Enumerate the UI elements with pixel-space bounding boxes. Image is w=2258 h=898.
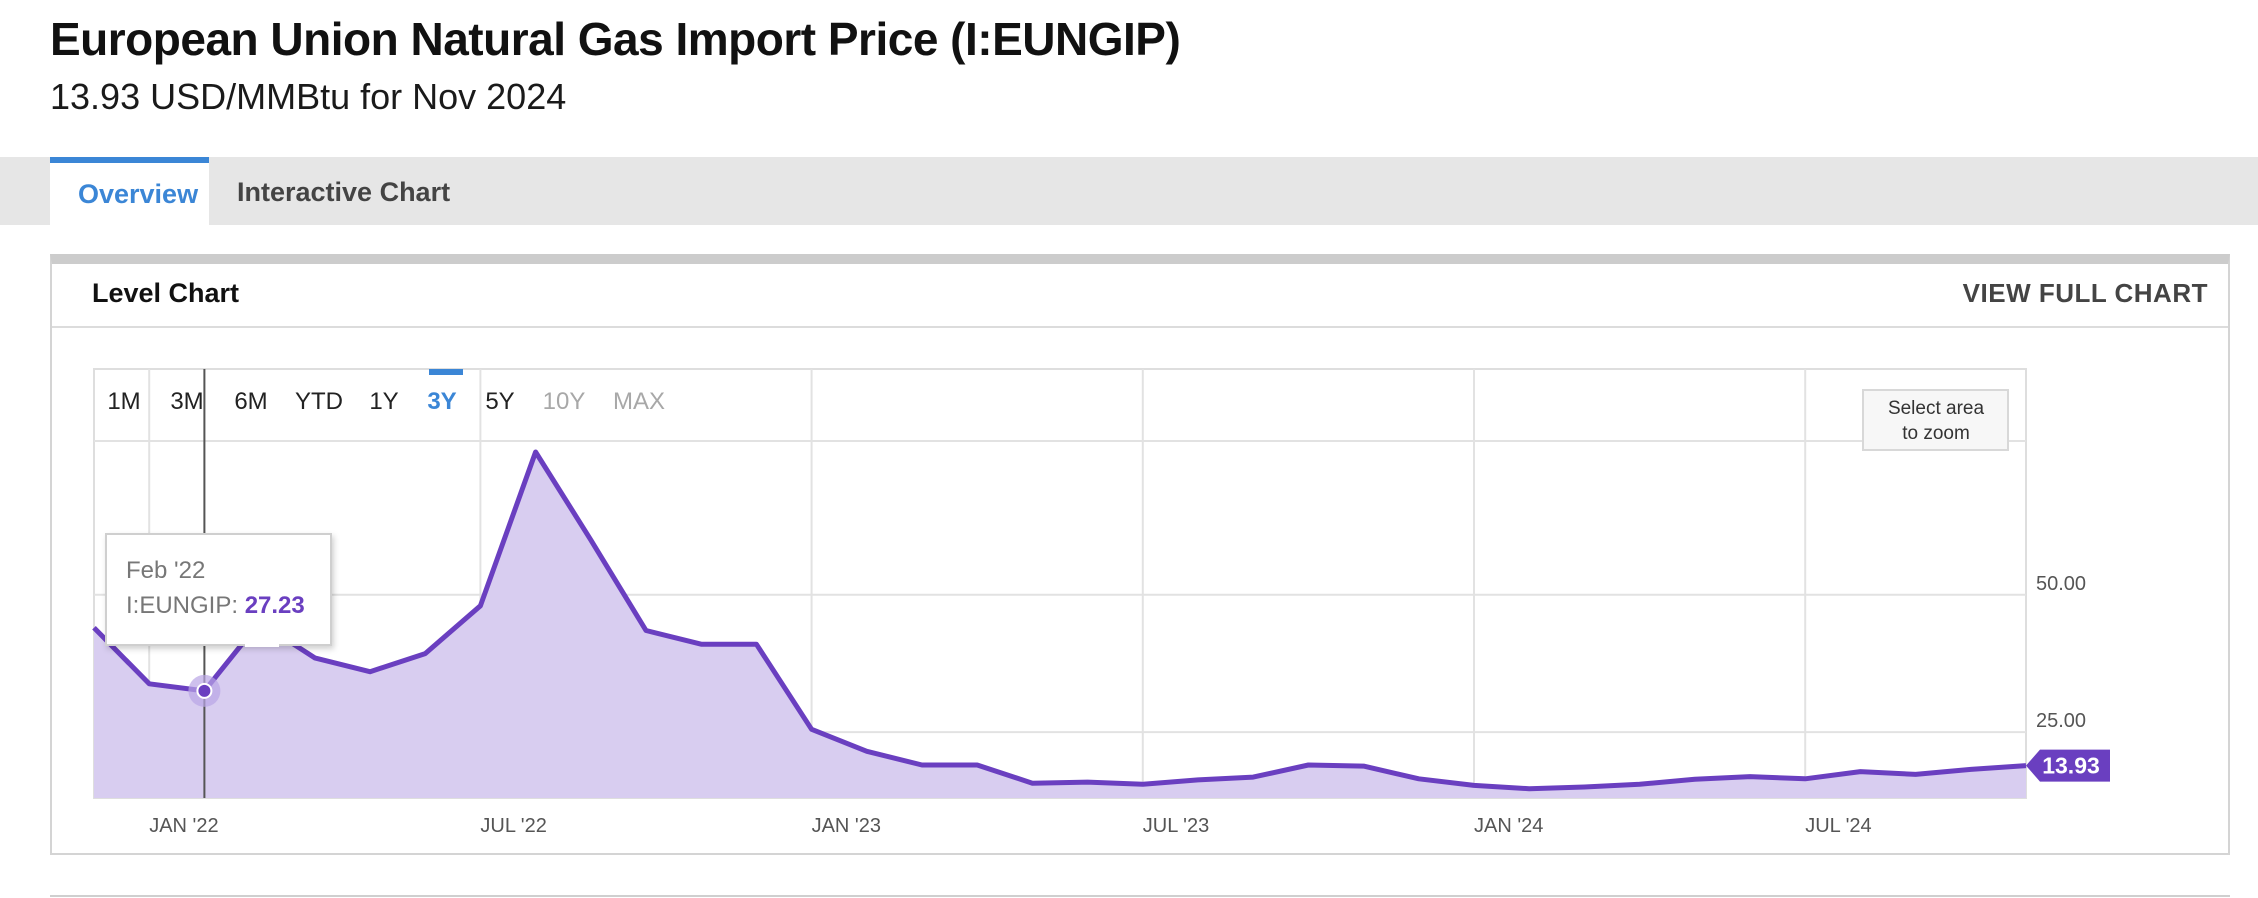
tab-bar: Overview Interactive Chart [0,157,2258,225]
panel-header: Level Chart VIEW FULL CHART [52,264,2228,328]
x-axis: JAN '22 JUL '22 JAN '23 JUL '23 JAN '24 JUL '… [149,815,1871,837]
range-6m-button[interactable]: 6M [234,388,267,415]
hover-marker [196,682,213,699]
x-tick-label: JAN '22 [149,815,218,837]
y-tick-label: 25.00 [2036,710,2086,732]
tab-interactive-chart[interactable]: Interactive Chart [237,177,451,207]
zoom-hint: Select area to zoom [1862,389,2009,451]
active-range-indicator [429,369,463,375]
last-value-badge: 13.93 [2026,749,2110,782]
range-3m-button[interactable]: 3M [170,388,203,415]
page-subtitle: 13.93 USD/MMBtu for Nov 2024 [50,76,567,117]
x-tick-label: JAN '24 [1474,815,1543,837]
x-tick-label: JUL '22 [480,815,546,837]
tooltip: Feb '22 I:EUNGIP: 27.23 [105,533,332,647]
series-line [92,449,2027,792]
tooltip-value: 27.23 [245,592,305,619]
view-full-chart-link[interactable]: VIEW FULL CHART [1962,278,2208,308]
range-3y-button[interactable]: 3Y [427,388,456,415]
x-tick-label: JUL '23 [1143,815,1209,837]
range-max-button[interactable]: MAX [613,388,665,415]
range-1y-button[interactable]: 1Y [369,388,398,415]
x-tick-label: JUL '24 [1805,815,1871,837]
page-title: European Union Natural Gas Import Price … [50,13,1181,65]
zoom-hint-line-2: to zoom [1902,423,1970,444]
range-5y-button[interactable]: 5Y [485,388,514,415]
tooltip-series-label: I:EUNGIP: [126,592,245,619]
tooltip-date: Feb '22 [126,557,205,584]
zoom-hint-line-1: Select area [1888,398,1985,419]
y-axis: 25.00 50.00 [2036,573,2086,732]
range-1m-button[interactable]: 1M [107,388,140,415]
y-tick-label: 50.00 [2036,573,2086,595]
section-divider [50,895,2230,897]
last-value-label: 13.93 [2042,753,2100,779]
tab-overview[interactable]: Overview [50,157,209,225]
level-chart-panel: Level Chart VIEW FULL CHART [50,254,2230,855]
svg-text:I:EUNGIP: 27.23: I:EUNGIP: 27.23 [126,592,305,619]
x-tick-label: JAN '23 [812,815,881,837]
panel-title: Level Chart [92,278,240,308]
range-ytd-button[interactable]: YTD [295,388,343,415]
range-10y-button[interactable]: 10Y [543,388,586,415]
range-selector: 1M 3M 6M YTD 1Y 3Y 5Y 10Y MAX [107,369,665,415]
series-area [94,452,2026,798]
